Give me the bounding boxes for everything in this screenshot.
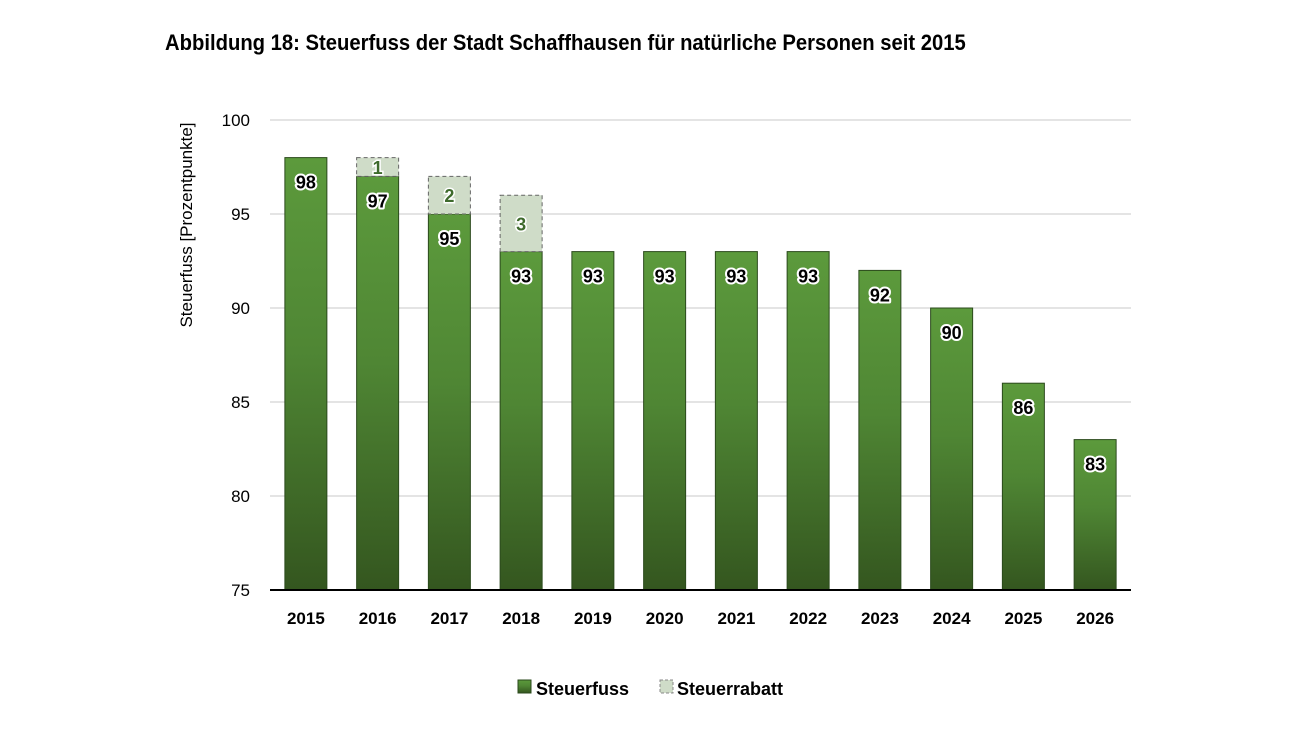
bar-steuerfuss (786, 251, 830, 591)
x-tick-label: 2017 (430, 609, 468, 628)
x-tick-label: 2018 (502, 609, 540, 628)
data-label-steuerfuss: 93 (798, 267, 818, 287)
y-tick-label: 100 (222, 111, 250, 130)
x-tick-label: 2023 (861, 609, 899, 628)
y-tick-label: 85 (231, 393, 250, 412)
bar-steuerfuss (1001, 382, 1045, 591)
y-tick-label: 80 (231, 487, 250, 506)
bar-steuerfuss (499, 251, 543, 591)
data-label-steuerfuss: 92 (870, 285, 890, 305)
bar-steuerfuss (858, 269, 902, 591)
x-tick-label: 2024 (933, 609, 971, 628)
data-label-steuerrabatt: 2 (444, 186, 454, 206)
y-tick-label: 75 (231, 581, 250, 600)
data-label-steuerfuss: 93 (511, 267, 531, 287)
x-tick-label: 2022 (789, 609, 827, 628)
bar-steuerfuss (284, 157, 328, 591)
data-label-steuerfuss: 93 (726, 267, 746, 287)
legend-swatch-steuerrabatt (659, 679, 674, 694)
chart-title: Abbildung 18: Steuerfuss der Stadt Schaf… (165, 30, 966, 55)
bar-steuerfuss (643, 251, 687, 591)
bar-steuerfuss (356, 175, 400, 591)
data-label-steuerfuss: 86 (1013, 398, 1033, 418)
x-tick-label: 2025 (1004, 609, 1042, 628)
x-tick-label: 2026 (1076, 609, 1114, 628)
x-tick-label: 2015 (287, 609, 325, 628)
x-tick-label: 2020 (646, 609, 684, 628)
bar-steuerrabatt (356, 157, 400, 177)
bar-steuerfuss (1073, 439, 1117, 591)
bar-steuerrabatt (499, 194, 543, 253)
x-tick-label: 2016 (359, 609, 397, 628)
data-label-steuerfuss: 93 (583, 267, 603, 287)
data-label-steuerfuss: 83 (1085, 455, 1105, 475)
data-label-steuerfuss: 98 (296, 173, 316, 193)
data-label-steuerrabatt: 1 (373, 158, 383, 178)
data-label-steuerfuss: 97 (368, 191, 388, 211)
legend-label-steuerfuss: Steuerfuss (536, 679, 629, 699)
y-tick-label: 90 (231, 299, 250, 318)
data-label-steuerfuss: 95 (439, 229, 459, 249)
bar-steuerfuss (714, 251, 758, 591)
bar-steuerfuss (930, 307, 974, 591)
data-label-steuerfuss: 93 (655, 267, 675, 287)
bar-steuerfuss (571, 251, 615, 591)
legend-swatch-steuerfuss (517, 679, 532, 694)
bar-steuerfuss (427, 213, 471, 591)
y-tick-label: 95 (231, 205, 250, 224)
x-tick-label: 2021 (717, 609, 755, 628)
data-label-steuerrabatt: 3 (516, 214, 526, 234)
data-label-steuerfuss: 90 (942, 323, 962, 343)
bar-steuerrabatt (427, 175, 471, 215)
legend-label-steuerrabatt: Steuerrabatt (677, 679, 783, 699)
x-tick-label: 2019 (574, 609, 612, 628)
y-axis-label: Steuerfuss [Prozentpunkte] (177, 122, 196, 327)
